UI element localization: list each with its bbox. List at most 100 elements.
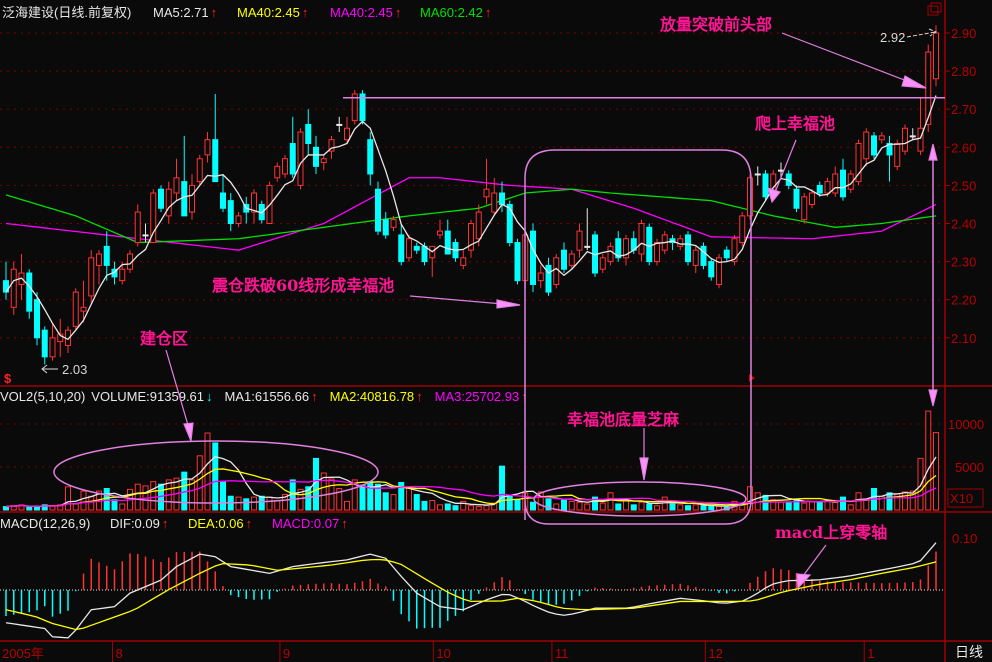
candle-body <box>553 257 560 285</box>
candle <box>731 234 738 266</box>
volume-multiplier: X10 <box>950 491 973 506</box>
candle-body <box>506 203 513 244</box>
candle-body <box>41 329 48 358</box>
candle-body <box>878 135 885 141</box>
volume-bar <box>847 504 854 511</box>
low-volume-ellipse <box>533 481 747 517</box>
candle <box>917 97 924 155</box>
candle <box>902 124 908 155</box>
volume-bar <box>592 496 598 511</box>
volume-bar <box>499 465 505 511</box>
candle-body <box>561 249 567 270</box>
volume-bar <box>460 500 467 511</box>
macd-panel <box>0 542 945 639</box>
volume-bar <box>437 504 443 511</box>
indicator-label: MA2:40816.78 <box>330 389 415 404</box>
candle-body <box>855 142 862 183</box>
candle-body <box>816 184 823 194</box>
window-restore-icon[interactable] <box>927 5 939 16</box>
volume-bar <box>34 506 40 511</box>
candle-body <box>793 188 800 209</box>
candle <box>204 132 211 163</box>
candle-body <box>165 188 172 217</box>
indicator-label: MA1:61556.66 <box>225 389 310 404</box>
candle <box>297 128 304 190</box>
candle <box>692 246 699 274</box>
candle-body <box>88 257 95 297</box>
candle <box>41 326 48 365</box>
indicator-label: MA40:2.45 <box>237 5 300 20</box>
volume-bar <box>212 442 219 511</box>
candle-body <box>917 127 924 152</box>
candle <box>809 189 815 209</box>
volume-bar <box>925 410 932 511</box>
candle <box>274 162 281 182</box>
volume-bar <box>615 503 622 511</box>
candle-body <box>677 238 684 247</box>
candle-body <box>204 139 211 156</box>
candle-body <box>150 192 157 244</box>
candle-body <box>468 223 474 251</box>
volume-bar <box>282 494 288 511</box>
volume-bar <box>26 506 33 511</box>
volume-bar <box>491 502 498 511</box>
indicator-label: DEA:0.06 <box>188 516 244 531</box>
candle <box>599 253 606 274</box>
candle-body <box>530 230 536 285</box>
period-button[interactable]: 日线 <box>955 645 983 661</box>
candle-body <box>654 242 660 263</box>
candle-body <box>49 337 56 358</box>
candle <box>382 212 389 239</box>
candle <box>88 250 95 304</box>
candle-body <box>220 192 226 209</box>
breakout-up-arrowhead-icon <box>928 143 938 161</box>
candle-body <box>499 192 505 205</box>
trend-up-arrow-icon: ↑ <box>162 516 169 531</box>
price-tick-label: 2.10 <box>951 331 976 346</box>
candle <box>468 219 474 258</box>
trend-up-arrow-icon: ↑ <box>211 5 218 20</box>
volume-bar <box>111 499 118 511</box>
indicator-label: MA60:2.42 <box>420 5 483 20</box>
volume-bar <box>119 503 126 511</box>
candle-body <box>638 223 645 255</box>
volume-bar <box>382 492 389 511</box>
candle-body <box>390 219 397 228</box>
volume-bar <box>204 432 211 511</box>
candle-body <box>568 253 575 266</box>
candle <box>708 257 715 281</box>
volume-bar <box>196 455 203 511</box>
macd-header: MACD(12,26,9) DIF:0.09 ↑ DEA:0.06 ↑ MACD:0.07… <box>0 516 348 531</box>
candle <box>10 261 17 315</box>
volume-bar <box>576 501 583 511</box>
candle <box>289 116 296 178</box>
volume-bar <box>189 479 195 511</box>
candle <box>739 212 746 247</box>
candle-body <box>491 192 498 213</box>
candle-body <box>173 177 180 194</box>
accumulation-arrow-line <box>165 349 191 433</box>
stock-title: 泛海建设(日线.前复权) <box>2 5 131 20</box>
candle-body <box>282 158 288 175</box>
candle-body <box>545 264 552 293</box>
volume-bar <box>344 500 350 511</box>
candle-body <box>444 230 451 255</box>
ma60-line <box>5 188 937 244</box>
candle <box>196 154 203 186</box>
candle <box>359 90 366 125</box>
candle-body <box>731 238 738 263</box>
volume-bar <box>398 481 405 511</box>
candle <box>460 250 467 270</box>
breakout-arrowhead-icon <box>901 75 927 89</box>
candle <box>367 132 374 186</box>
shakeout-arrowhead-icon <box>496 299 521 309</box>
candle <box>313 135 319 174</box>
candle-body <box>933 32 939 80</box>
info-mine-icon[interactable]: $ <box>4 371 12 386</box>
volume-bar <box>933 432 939 511</box>
volume-bar <box>561 499 567 511</box>
time-tick-label: 8 <box>116 646 123 661</box>
candle-body <box>344 127 350 141</box>
volume-indicator-name: VOL2(5,10,20) <box>0 389 85 404</box>
